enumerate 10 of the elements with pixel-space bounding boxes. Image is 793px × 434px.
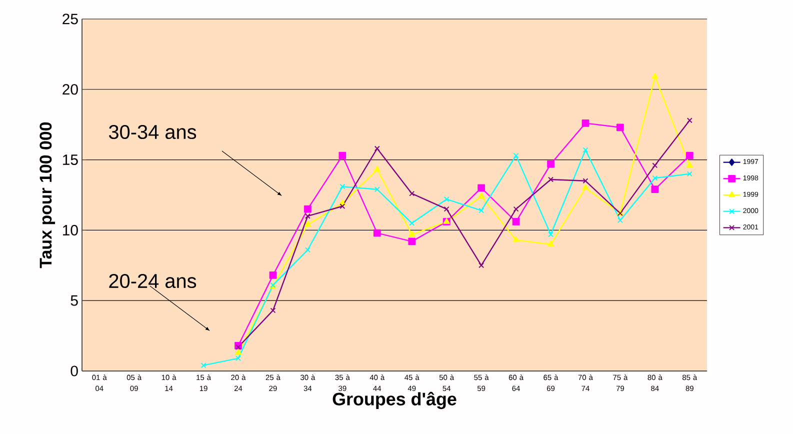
y-tick-label: 20 — [62, 84, 78, 95]
y-tick-label: 10 — [63, 224, 78, 236]
y-tick-label: 15 — [63, 154, 78, 165]
y-tick-label: 5 — [70, 295, 78, 306]
y-tick-label: 0 — [70, 366, 78, 376]
y-axis-title: Taux pour 100 000 — [40, 122, 56, 268]
x-axis-title: Groupes d'âge — [332, 392, 456, 410]
annotation: 20-24 ans — [109, 274, 196, 288]
y-tick-label: 25 — [62, 14, 78, 24]
annotation: 30-34 ans — [108, 124, 196, 140]
